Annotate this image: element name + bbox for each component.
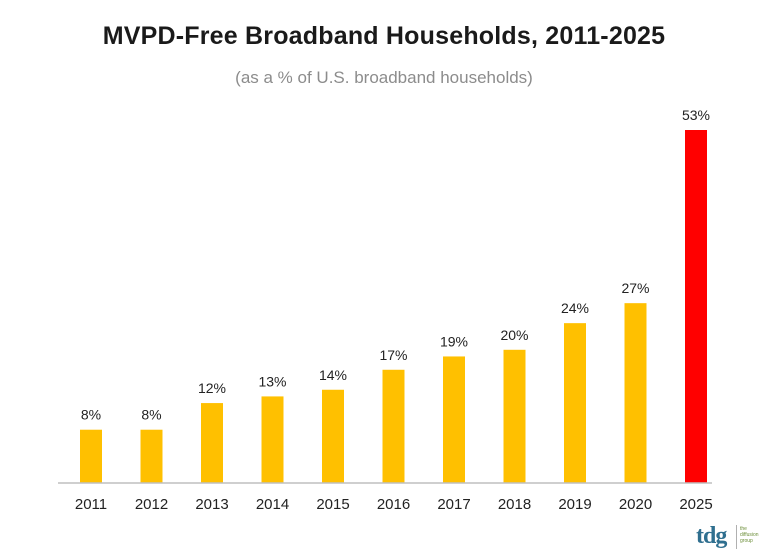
- data-label-2011: 8%: [81, 407, 101, 423]
- x-tick-2016: 2016: [377, 496, 410, 513]
- bar-2017: [443, 356, 465, 483]
- data-label-2014: 13%: [258, 373, 286, 389]
- x-tick-2014: 2014: [256, 496, 289, 513]
- bar-2025: [685, 130, 707, 483]
- data-label-2013: 12%: [198, 380, 226, 396]
- bar-2013: [201, 403, 223, 483]
- x-tick-2012: 2012: [135, 496, 168, 513]
- bar-2012: [140, 429, 163, 483]
- bar-2018: [503, 349, 526, 483]
- bar-2016: [382, 369, 405, 483]
- bar-2015: [322, 389, 344, 483]
- chart-subtitle: (as a % of U.S. broadband households): [235, 68, 533, 87]
- data-label-2016: 17%: [379, 347, 407, 363]
- tdg-logo: tdg the diffusion group: [696, 523, 762, 551]
- data-label-2020: 27%: [621, 280, 649, 296]
- data-label-2012: 8%: [141, 407, 161, 423]
- x-tick-2020: 2020: [619, 496, 652, 513]
- x-tick-2015: 2015: [316, 496, 349, 513]
- bar-2014: [261, 396, 284, 483]
- data-label-2018: 20%: [500, 327, 528, 343]
- x-tick-2025: 2025: [679, 496, 712, 513]
- x-tick-2011: 2011: [75, 496, 107, 513]
- logo-divider: [736, 525, 737, 549]
- bar-2020: [624, 303, 647, 483]
- x-tick-2013: 2013: [195, 496, 228, 513]
- logo-text: the diffusion group: [740, 526, 759, 544]
- data-label-2017: 19%: [440, 333, 468, 349]
- x-tick-2017: 2017: [437, 496, 470, 513]
- data-label-2025: 53%: [682, 107, 710, 123]
- logo-mark: tdg: [696, 523, 727, 549]
- data-label-2019: 24%: [561, 300, 589, 316]
- x-tick-2018: 2018: [498, 496, 531, 513]
- chart-title: MVPD-Free Broadband Households, 2011-202…: [102, 22, 666, 50]
- data-label-2015: 14%: [319, 367, 347, 383]
- bar-2019: [564, 323, 586, 483]
- x-tick-2019: 2019: [558, 496, 591, 513]
- bar-2011: [80, 429, 102, 483]
